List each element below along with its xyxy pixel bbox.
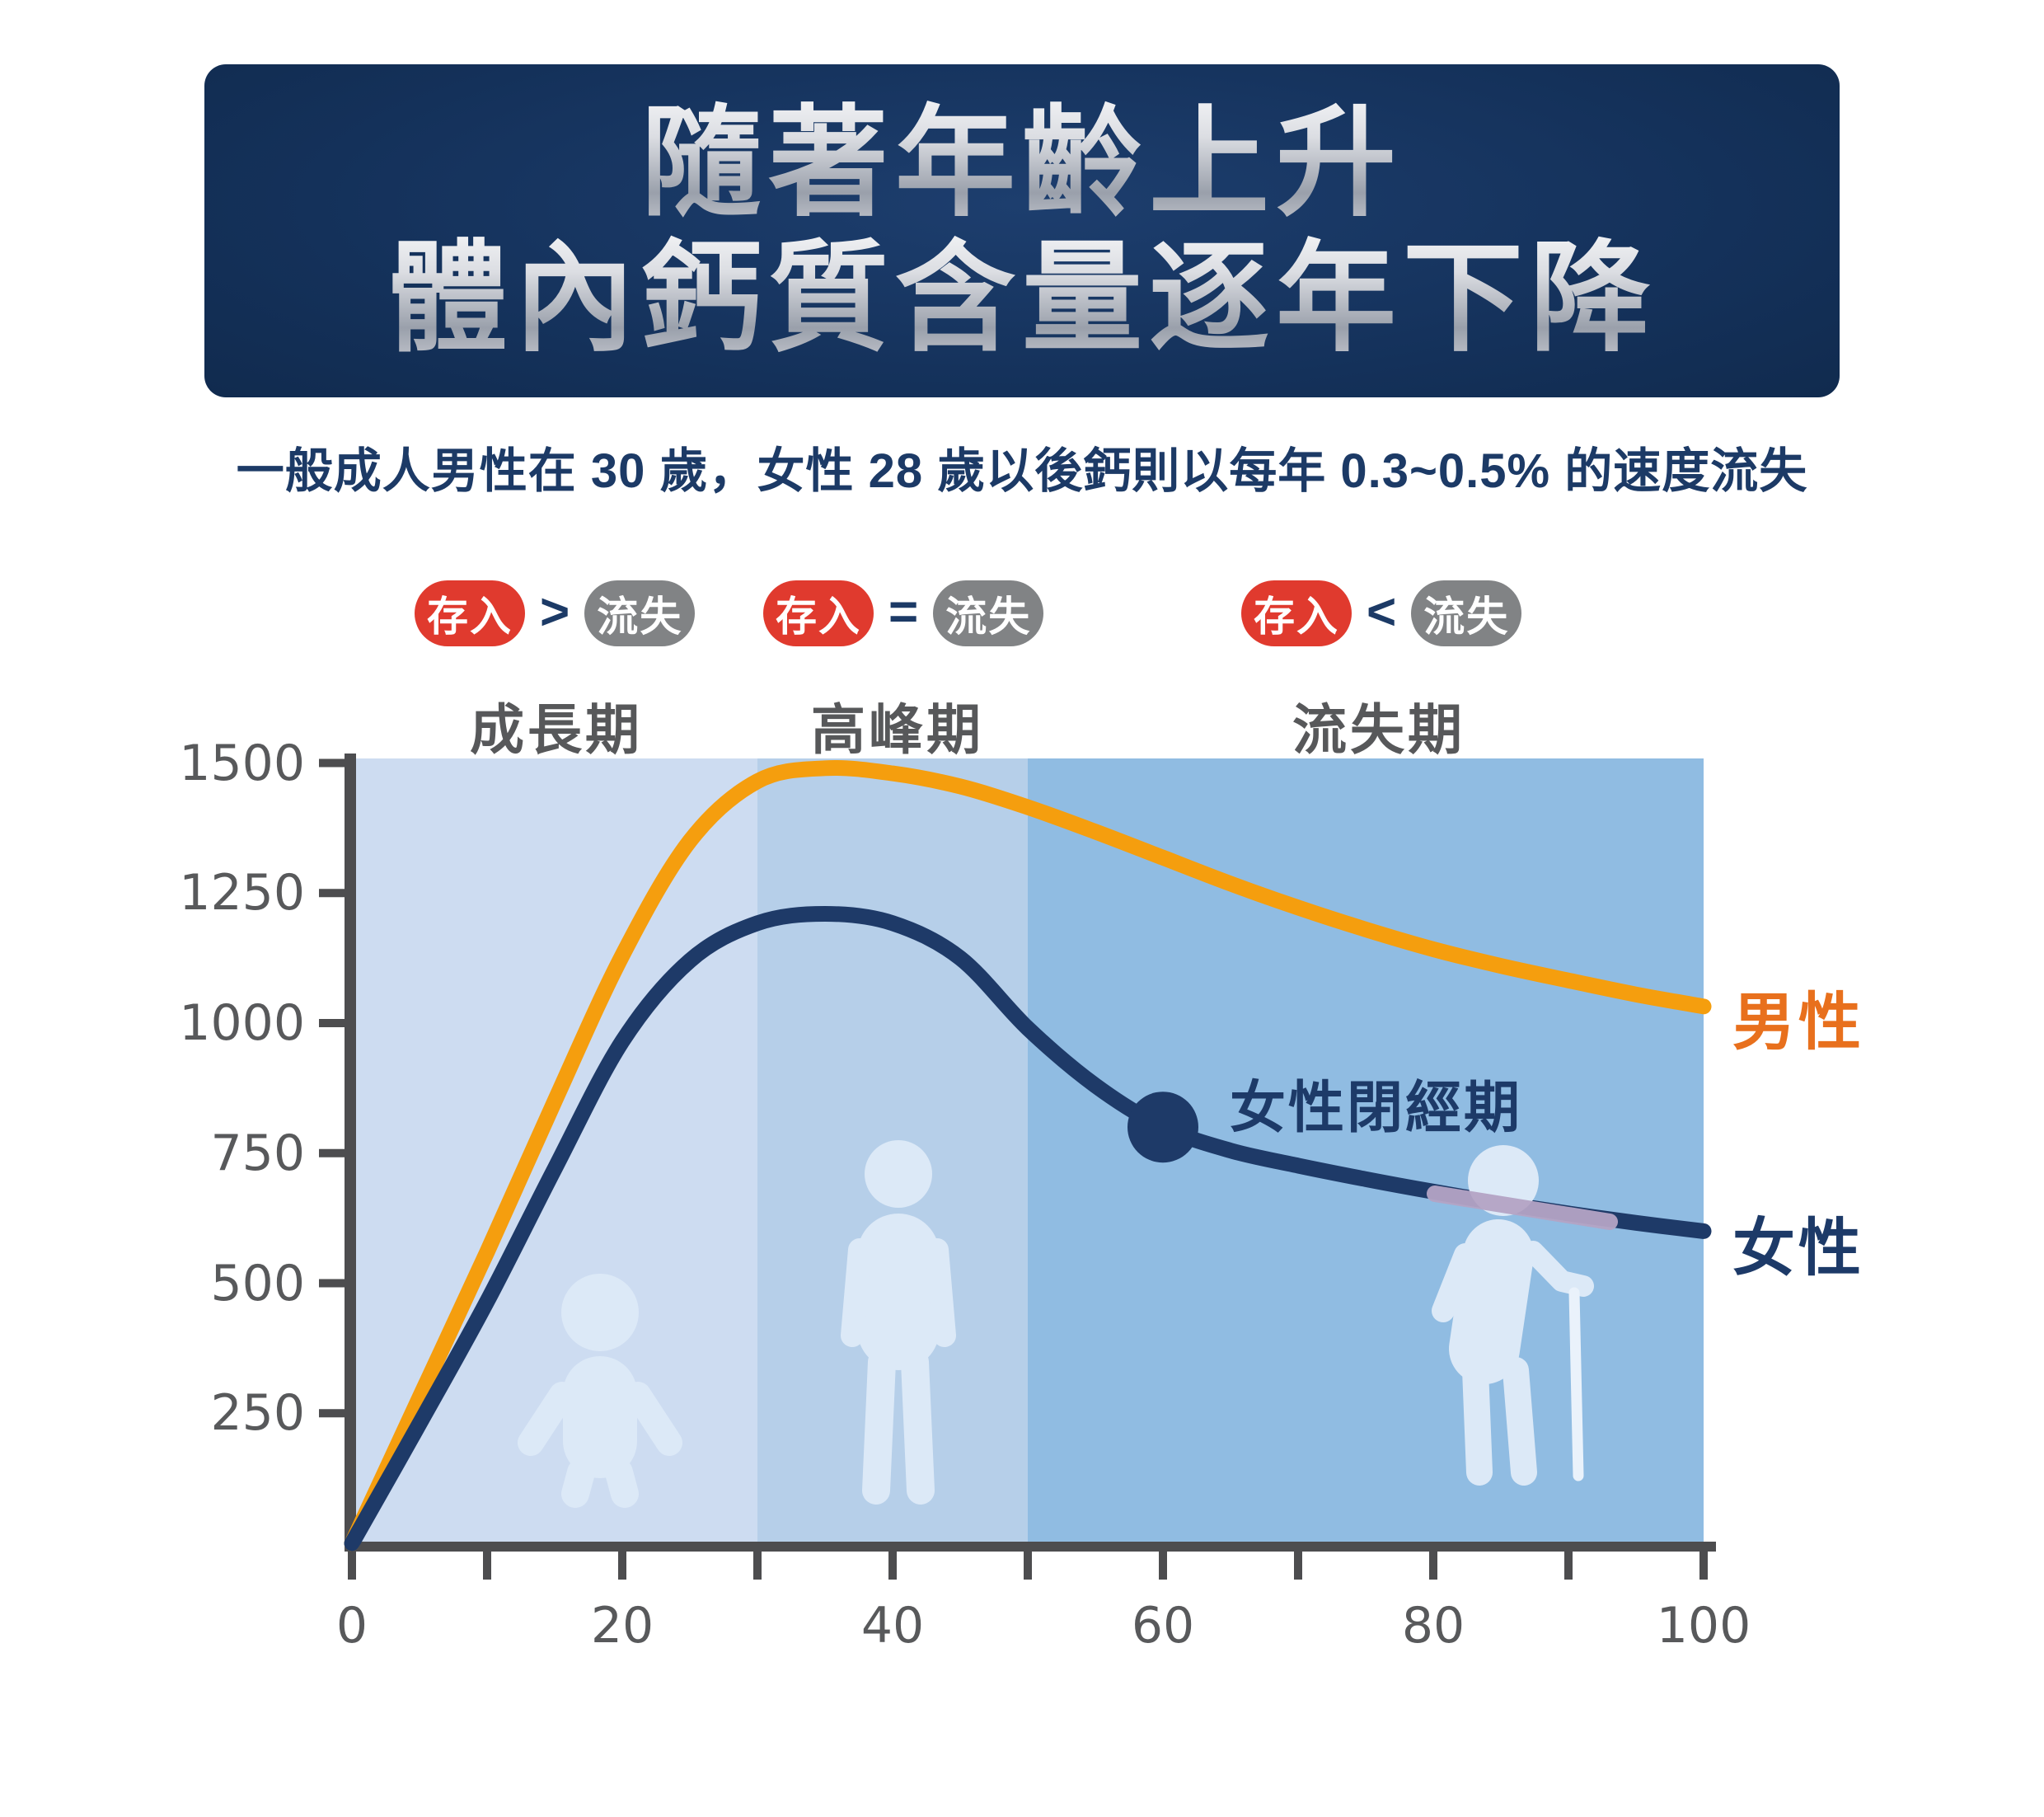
- menopause-annotation: 女性閉經期: [1230, 1077, 1523, 1139]
- cane-icon: [1568, 1287, 1584, 1481]
- y-axis-line: [345, 754, 356, 1552]
- x-axis-tick: [1564, 1552, 1573, 1580]
- x-axis-tick-label: 60: [1131, 1597, 1195, 1655]
- male-curve: [344, 759, 1712, 1552]
- x-axis-tick: [1699, 1552, 1708, 1580]
- chart-axes: [319, 754, 1716, 1580]
- phase-label-growth: 成長期: [470, 699, 643, 760]
- x-axis-tick-label: 80: [1401, 1597, 1465, 1655]
- greater-than-operator: >: [540, 583, 570, 641]
- y-axis-tick: [319, 1019, 345, 1027]
- phase-label-peak: 高峰期: [811, 699, 984, 760]
- title-line-2: 體內鈣質含量逐年下降: [387, 228, 1657, 369]
- y-axis-tick: [319, 1279, 345, 1288]
- x-axis-tick-label: 20: [590, 1597, 654, 1655]
- loss-badge: 流失: [933, 580, 1044, 646]
- header-banner: 隨著年齡上升 體內鈣質含量逐年下降: [204, 64, 1840, 397]
- x-axis-tick: [888, 1552, 897, 1580]
- x-axis-tick-label: 100: [1656, 1597, 1751, 1655]
- x-axis-line: [345, 1542, 1716, 1552]
- subtitle-text: 一般成人男性在 30 歲，女性 28 歲以後鈣則以每年 0.3~0.5% 的速度…: [236, 444, 1808, 498]
- y-axis-tick-label: 1000: [179, 994, 305, 1052]
- y-axis-tick-label: 500: [210, 1254, 305, 1312]
- male-series-label: 男性: [1732, 988, 1864, 1058]
- y-axis-tick: [319, 1409, 345, 1418]
- x-axis-tick: [1429, 1552, 1437, 1580]
- title-line-1: 隨著年齡上升: [641, 92, 1403, 234]
- x-axis-tick: [1159, 1552, 1167, 1580]
- curve-overlays: [1127, 1092, 1618, 1230]
- x-axis-tick: [1294, 1552, 1302, 1580]
- equals-operator: =: [888, 583, 919, 641]
- x-axis-tick: [1024, 1552, 1032, 1580]
- x-axis-tick: [483, 1552, 491, 1580]
- x-axis-tick: [618, 1552, 626, 1580]
- phase-band: [1028, 758, 1704, 1546]
- legend-pair-growth: 存入 > 流失: [415, 580, 696, 646]
- deposit-badge: 存入: [1241, 580, 1352, 646]
- deposit-badge: 存入: [415, 580, 525, 646]
- adult-silhouette-icon: [841, 1140, 956, 1505]
- legend-pair-loss: 存入 < 流失: [1241, 580, 1522, 646]
- y-axis-tick: [319, 889, 345, 898]
- x-axis-tick-label: 40: [860, 1597, 925, 1655]
- loss-badge: 流失: [1411, 580, 1522, 646]
- y-axis-tick-label: 750: [210, 1124, 305, 1182]
- phase-label-loss: 流失期: [1292, 699, 1465, 760]
- deposit-badge: 存入: [763, 580, 874, 646]
- y-axis-tick-label: 1250: [179, 864, 305, 923]
- legend-pair-peak: 存入 = 流失: [763, 580, 1044, 646]
- baby-silhouette-icon: [518, 1274, 682, 1508]
- less-than-operator: <: [1367, 583, 1397, 641]
- y-axis-tick-label: 1500: [179, 734, 305, 792]
- loss-badge: 流失: [584, 580, 696, 646]
- curve-through-silhouette-overlap: [1427, 1186, 1618, 1230]
- x-axis-tick-label: 0: [335, 1597, 368, 1655]
- x-axis-tick: [348, 1552, 356, 1580]
- x-axis-tick: [753, 1552, 762, 1580]
- female-series-label: 女性: [1732, 1214, 1864, 1284]
- menopause-marker-dot: [1127, 1092, 1198, 1163]
- y-axis-tick-label: 250: [210, 1384, 305, 1443]
- y-axis-tick: [319, 1148, 345, 1157]
- y-axis-tick: [319, 758, 345, 768]
